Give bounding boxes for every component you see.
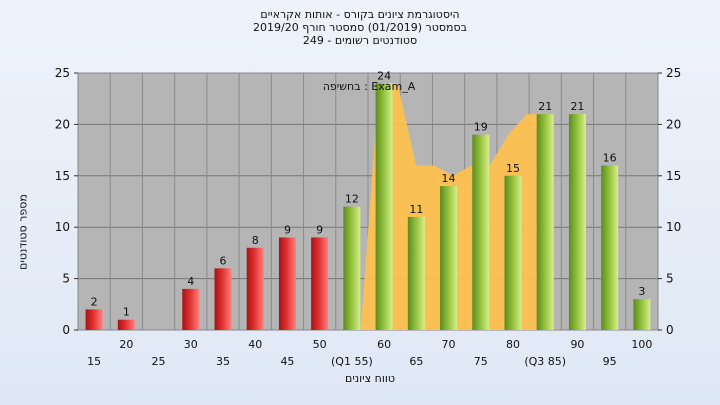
y-axis-label: מספר סטודנטים [16, 194, 30, 270]
title-line-2: בסמסטר (01/2019) סמסטר חורף 2019/20 [253, 21, 467, 34]
bar [536, 114, 554, 331]
x-tick-label: 15 [87, 355, 101, 368]
x-tick-label: 100 [631, 338, 652, 351]
y-tick-label-right: 0 [666, 323, 674, 337]
x-tick-label: 65 [409, 355, 423, 368]
bar-value-label: 2 [91, 295, 98, 308]
x-tick-label: 75 [474, 355, 488, 368]
y-tick-label-right: 25 [666, 66, 681, 80]
bar [182, 288, 200, 330]
y-tick-label-left: 0 [62, 323, 70, 337]
x-tick-label: 30 [184, 338, 198, 351]
bar-value-label: 3 [638, 285, 645, 298]
y-tick-label-left: 20 [55, 117, 70, 131]
bar-value-label: 9 [316, 223, 323, 236]
bar-value-label: 21 [570, 100, 584, 113]
bar-value-label: 12 [345, 193, 359, 206]
x-tick-label: 45 [280, 355, 294, 368]
bar [440, 186, 458, 330]
y-tick-label-right: 15 [666, 169, 681, 183]
bar-value-label: 6 [220, 254, 227, 267]
bar [278, 237, 296, 330]
bar-value-label: 19 [474, 121, 488, 134]
bar-value-label: 4 [187, 275, 194, 288]
x-tick-label: (Q3 85) [524, 355, 566, 368]
x-tick-label: (Q1 55) [331, 355, 373, 368]
x-tick-label: 20 [119, 338, 133, 351]
x-tick-label: 50 [313, 338, 327, 351]
y-tick-label-left: 10 [55, 220, 70, 234]
bar [375, 83, 393, 330]
y-tick-label-right: 10 [666, 220, 681, 234]
x-tick-label: 90 [570, 338, 584, 351]
bar-value-label: 9 [284, 223, 291, 236]
bar [407, 216, 425, 330]
title-line-1: היסטוגרמת ציונים בקורס - אותות אקראיים [260, 8, 460, 21]
bar [343, 206, 361, 330]
bar [214, 268, 232, 330]
y-tick-label-right: 20 [666, 117, 681, 131]
chart-title-block: היסטוגרמת ציונים בקורס - אותות אקראיים ב… [0, 8, 720, 47]
bar-value-label: 24 [377, 69, 391, 82]
bar [311, 237, 329, 330]
x-tick-label: 95 [603, 355, 617, 368]
x-tick-label: 40 [248, 338, 262, 351]
bar [117, 319, 135, 330]
title-line-3: 249 - סטודנטים רשומים [302, 34, 418, 47]
x-tick-label: 80 [506, 338, 520, 351]
y-tick-label-left: 25 [55, 66, 70, 80]
x-tick-label: 60 [377, 338, 391, 351]
y-tick-label-left: 15 [55, 169, 70, 183]
y-tick-label-right: 5 [666, 272, 674, 286]
x-tick-label: 25 [152, 355, 166, 368]
bar-value-label: 15 [506, 162, 520, 175]
bar [633, 299, 651, 330]
bar [246, 247, 264, 330]
bar [601, 165, 619, 330]
bar-value-label: 11 [409, 203, 423, 216]
bar [568, 114, 586, 331]
bar [85, 309, 103, 330]
x-axis-label: טווח ציונים [345, 372, 395, 385]
bar [472, 134, 490, 330]
bar [504, 175, 522, 330]
y-tick-label-left: 5 [62, 272, 70, 286]
exam-annotation: בחשיפה : Exam_A [322, 80, 416, 93]
bar-value-label: 21 [538, 100, 552, 113]
bar-value-label: 16 [603, 152, 617, 165]
x-tick-label: 70 [442, 338, 456, 351]
bar-value-label: 14 [442, 172, 456, 185]
bar-value-label: 1 [123, 306, 130, 319]
bar-value-label: 8 [252, 234, 259, 247]
x-tick-label: 35 [216, 355, 230, 368]
